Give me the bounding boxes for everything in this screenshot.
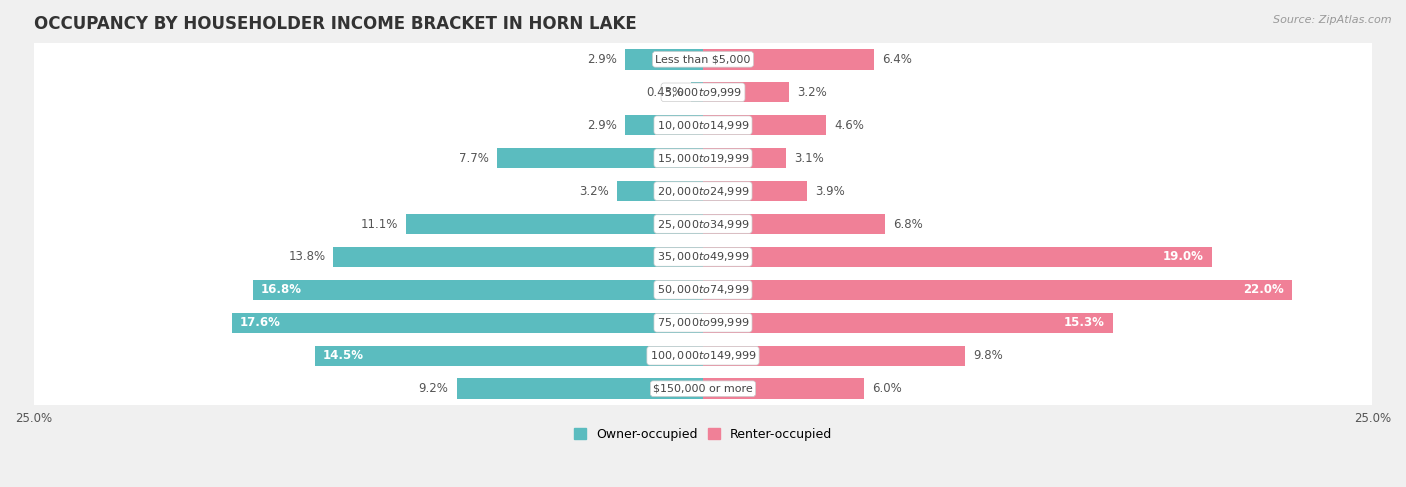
Bar bbox=[496, 148, 703, 169]
Bar bbox=[232, 313, 703, 333]
Bar bbox=[253, 280, 703, 300]
Text: 3.2%: 3.2% bbox=[797, 86, 827, 99]
Bar bbox=[626, 49, 703, 70]
Text: 19.0%: 19.0% bbox=[1163, 250, 1204, 263]
Text: 6.0%: 6.0% bbox=[872, 382, 901, 395]
Bar bbox=[333, 247, 703, 267]
Bar bbox=[34, 273, 1372, 306]
Text: 16.8%: 16.8% bbox=[262, 283, 302, 297]
Text: $15,000 to $19,999: $15,000 to $19,999 bbox=[657, 151, 749, 165]
Text: $100,000 to $149,999: $100,000 to $149,999 bbox=[650, 349, 756, 362]
Text: 22.0%: 22.0% bbox=[1243, 283, 1284, 297]
Text: 7.7%: 7.7% bbox=[458, 151, 489, 165]
Bar bbox=[617, 181, 703, 201]
Bar bbox=[457, 378, 703, 399]
Bar bbox=[406, 214, 703, 234]
Bar bbox=[626, 115, 703, 135]
Text: $150,000 or more: $150,000 or more bbox=[654, 384, 752, 393]
Text: Source: ZipAtlas.com: Source: ZipAtlas.com bbox=[1274, 15, 1392, 25]
Text: $10,000 to $14,999: $10,000 to $14,999 bbox=[657, 119, 749, 131]
Bar bbox=[703, 115, 827, 135]
Text: 15.3%: 15.3% bbox=[1064, 317, 1105, 329]
Bar bbox=[703, 49, 875, 70]
Bar bbox=[703, 313, 1112, 333]
Text: Less than $5,000: Less than $5,000 bbox=[655, 55, 751, 64]
Bar bbox=[34, 339, 1372, 372]
Legend: Owner-occupied, Renter-occupied: Owner-occupied, Renter-occupied bbox=[568, 423, 838, 446]
Bar bbox=[34, 175, 1372, 207]
Text: 3.2%: 3.2% bbox=[579, 185, 609, 198]
Bar bbox=[703, 280, 1292, 300]
Text: $20,000 to $24,999: $20,000 to $24,999 bbox=[657, 185, 749, 198]
Bar bbox=[703, 378, 863, 399]
Text: $35,000 to $49,999: $35,000 to $49,999 bbox=[657, 250, 749, 263]
Text: $5,000 to $9,999: $5,000 to $9,999 bbox=[664, 86, 742, 99]
Text: OCCUPANCY BY HOUSEHOLDER INCOME BRACKET IN HORN LAKE: OCCUPANCY BY HOUSEHOLDER INCOME BRACKET … bbox=[34, 15, 637, 33]
Bar bbox=[703, 346, 966, 366]
Bar bbox=[34, 241, 1372, 273]
Bar bbox=[703, 214, 886, 234]
Text: 3.9%: 3.9% bbox=[815, 185, 845, 198]
Bar bbox=[34, 109, 1372, 142]
Bar bbox=[34, 76, 1372, 109]
Text: 13.8%: 13.8% bbox=[288, 250, 325, 263]
Text: 2.9%: 2.9% bbox=[588, 119, 617, 131]
Bar bbox=[703, 181, 807, 201]
Bar bbox=[34, 142, 1372, 175]
Bar bbox=[34, 43, 1372, 76]
Text: 11.1%: 11.1% bbox=[360, 218, 398, 230]
Bar bbox=[34, 372, 1372, 405]
Bar bbox=[692, 82, 703, 102]
Text: $25,000 to $34,999: $25,000 to $34,999 bbox=[657, 218, 749, 230]
Text: $50,000 to $74,999: $50,000 to $74,999 bbox=[657, 283, 749, 297]
Text: 9.2%: 9.2% bbox=[419, 382, 449, 395]
Text: 6.4%: 6.4% bbox=[883, 53, 912, 66]
Bar bbox=[703, 247, 1212, 267]
Text: 9.8%: 9.8% bbox=[973, 349, 1004, 362]
Text: 6.8%: 6.8% bbox=[893, 218, 922, 230]
Text: $75,000 to $99,999: $75,000 to $99,999 bbox=[657, 317, 749, 329]
Text: 4.6%: 4.6% bbox=[834, 119, 865, 131]
Bar bbox=[703, 148, 786, 169]
Text: 0.43%: 0.43% bbox=[647, 86, 683, 99]
Bar bbox=[703, 82, 789, 102]
Text: 3.1%: 3.1% bbox=[794, 151, 824, 165]
Bar bbox=[315, 346, 703, 366]
Bar bbox=[34, 207, 1372, 241]
Text: 14.5%: 14.5% bbox=[323, 349, 364, 362]
Text: 2.9%: 2.9% bbox=[588, 53, 617, 66]
Text: 17.6%: 17.6% bbox=[240, 317, 281, 329]
Bar bbox=[34, 306, 1372, 339]
